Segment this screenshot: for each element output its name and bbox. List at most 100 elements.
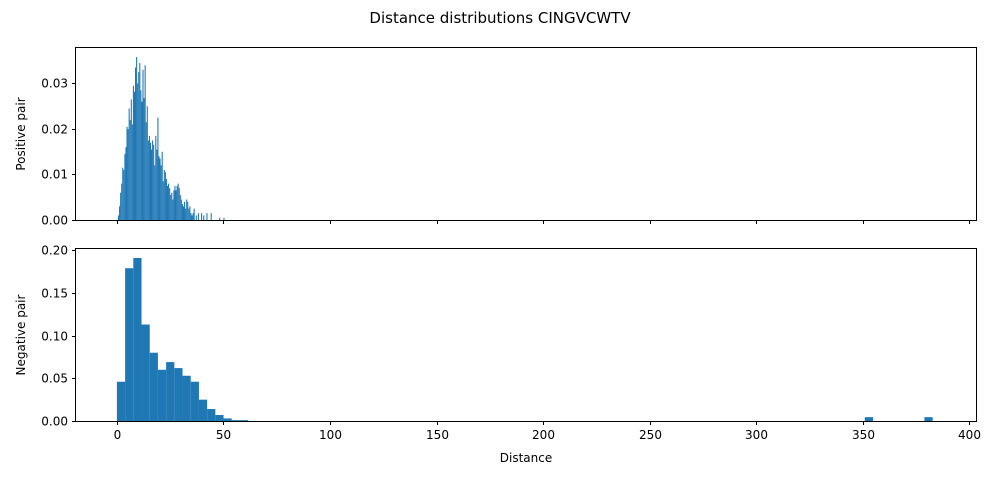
positive-pair-bar-19 [138,72,140,221]
positive-pair-bar-72 [195,215,197,220]
negative-pair-x-tick-label-3: 150 [426,428,449,442]
positive-pair-bar-64 [186,199,188,220]
negative-pair-bar-14 [231,420,240,421]
negative-pair-bar-4 [149,352,158,421]
positive-pair-bar-8 [126,126,128,220]
positive-pair-bar-1 [119,206,121,220]
positive-pair-bar-31 [151,149,153,220]
positive-pair-bar-57 [178,188,180,220]
positive-pair-bar-21 [140,90,142,220]
negative-pair-ylabel: Negative pair [14,294,28,375]
positive-pair-bars [117,57,225,221]
negative-pair-x-tick-label-5: 250 [639,428,662,442]
positive-pair-bar-76 [206,213,208,220]
negative-pair-x-tick-label-7: 350 [852,428,875,442]
positive-pair-bar-67 [189,206,191,220]
positive-pair-bar-6 [124,154,126,220]
positive-pair-bar-50 [171,192,173,220]
positive-pair-bar-0 [117,215,120,220]
positive-pair-bar-13 [131,124,133,220]
positive-pair-bar-78 [219,217,221,220]
negative-pair-bar-15 [239,420,249,421]
chart-title: Distance distributions CINGVCWTV [369,9,631,27]
positive-pair-bar-30 [149,142,151,220]
negative-pair-bar-11 [207,409,216,421]
negative-pair-bar-8 [182,375,191,421]
positive-pair-bar-46 [166,185,169,220]
positive-pair-bar-11 [129,119,131,220]
negative-pair-bar-16 [864,417,873,421]
positive-pair-frame [75,47,977,221]
positive-pair-bar-62 [184,201,186,220]
negative-pair-bar-13 [223,418,232,421]
positive-pair-bar-18 [137,83,139,221]
negative-pair-y-tick-label-1: 0.05 [41,372,68,386]
positive-pair-bar-29 [148,135,150,220]
positive-pair-bar-56 [177,183,179,220]
positive-pair-bar-77 [210,213,212,220]
positive-pair-bar-7 [125,147,127,220]
positive-pair-bar-43 [163,169,165,220]
negative-pair-bar-7 [174,368,183,421]
negative-pair-y-tick-label-0: 0.00 [41,415,68,429]
positive-pair-bar-37 [157,117,159,220]
positive-pair-bar-38 [158,156,160,220]
positive-pair-bar-47 [168,183,170,220]
positive-pair-bar-4 [122,167,124,220]
positive-pair-bar-79 [223,217,225,220]
negative-pair-x-tick-label-1: 50 [216,428,231,442]
positive-pair-bar-63 [185,208,187,220]
negative-pair-y-tick-label-3: 0.15 [41,287,68,301]
positive-pair-bar-74 [201,213,203,220]
negative-pair-x-tick-label-0: 0 [114,428,122,442]
negative-pair-bar-6 [166,362,175,421]
negative-pair-x-tick-label-6: 300 [745,428,768,442]
positive-pair-bar-39 [159,158,161,220]
negative-pair-x-ticks: 0 50 100 150 200 250 300 350 400 [114,421,981,442]
positive-pair-bar-23 [142,69,144,220]
positive-pair-bar-35 [155,135,157,220]
positive-pair-bar-33 [153,144,155,220]
positive-pair-bar-51 [172,199,174,220]
positive-pair-bar-41 [161,151,163,220]
positive-pair-bar-17 [136,57,138,220]
positive-pair-bar-69 [191,215,193,220]
positive-pair-bar-71 [193,208,195,220]
positive-pair-y-tick-label-2: 0.02 [41,123,68,137]
positive-pair-panel: 0.00 0.01 0.02 0.03 Positive pair [14,47,977,228]
positive-pair-bar-16 [135,67,137,220]
positive-pair-bar-20 [139,63,141,220]
negative-pair-panel: 0.00 0.05 0.10 0.15 0.20 0 50 100 150 200 250 300 3… [14,244,981,443]
positive-pair-y-tick-label-0: 0.00 [41,214,68,228]
negative-pair-bar-2 [133,257,142,421]
negative-pair-bar-0 [116,381,126,421]
positive-pair-bar-65 [187,201,189,220]
positive-pair-bar-24 [143,98,145,220]
positive-pair-bar-49 [170,194,172,220]
negative-pair-bar-9 [190,381,199,421]
negative-pair-x-tick-label-2: 100 [319,428,342,442]
positive-pair-bar-28 [147,140,149,220]
negative-pair-y-ticks: 0.00 0.05 0.10 0.15 0.20 [41,244,76,429]
negative-pair-bar-17 [924,417,933,421]
positive-pair-bar-22 [141,101,143,220]
positive-pair-bar-12 [130,99,132,220]
positive-pair-bar-59 [180,199,182,220]
positive-pair-bar-14 [132,85,134,221]
positive-pair-bar-66 [188,208,190,220]
x-axis-label: Distance [500,451,552,465]
negative-pair-bar-12 [215,415,224,421]
positive-pair-bar-60 [181,204,183,220]
negative-pair-bar-3 [141,324,150,421]
positive-pair-bar-15 [133,91,136,221]
negative-pair-frame [75,248,977,422]
positive-pair-bar-68 [190,213,192,220]
negative-pair-x-tick-label-8: 400 [958,428,981,442]
positive-pair-bar-2 [120,192,122,220]
positive-pair-bar-10 [128,108,130,220]
positive-pair-y-tick-label-3: 0.03 [41,77,68,91]
negative-pair-bar-10 [198,399,208,421]
positive-pair-bar-75 [203,215,205,220]
positive-pair-ylabel: Positive pair [14,97,28,170]
